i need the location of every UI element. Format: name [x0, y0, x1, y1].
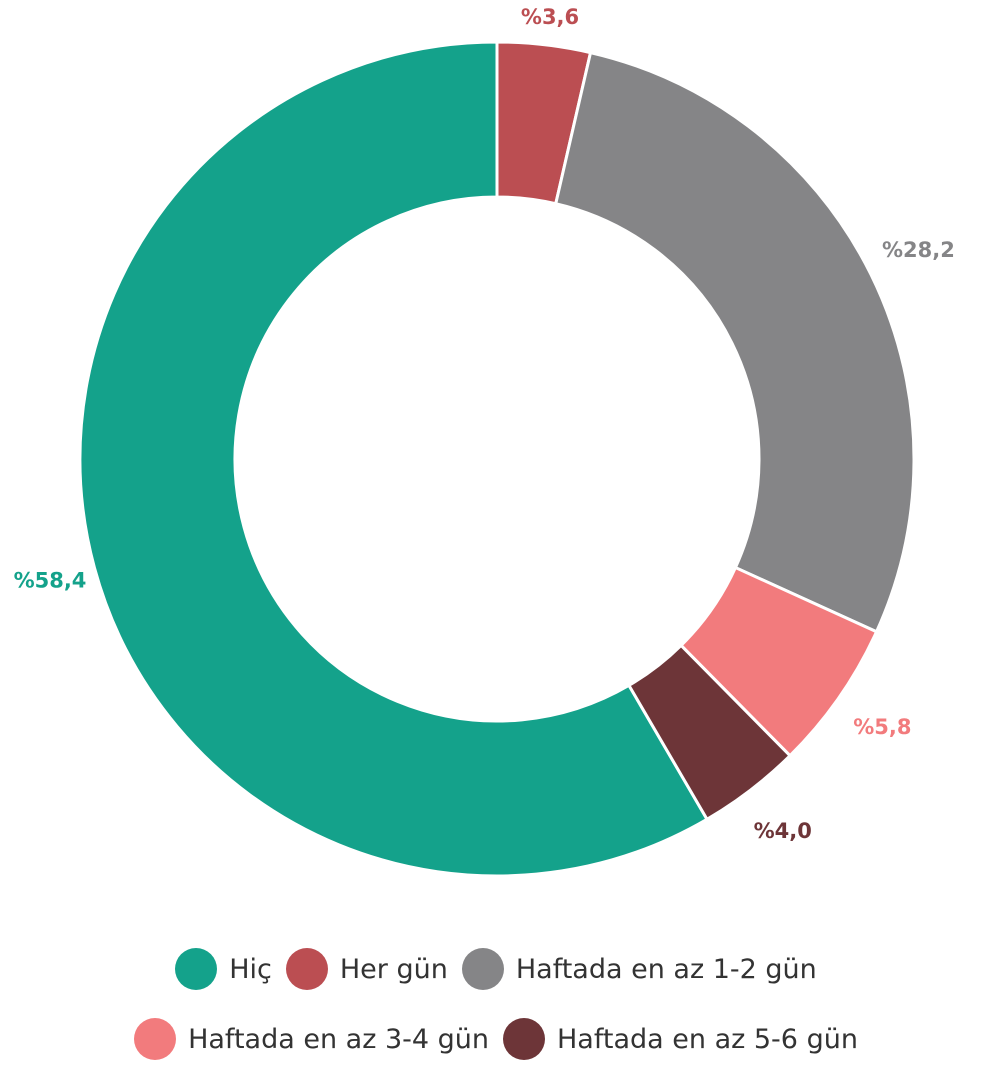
legend-marker [503, 1018, 545, 1060]
legend-label: Her gün [339, 953, 448, 985]
slice [553, 50, 916, 634]
value-label: %58,4 [14, 569, 87, 593]
legend-label: Haftada en az 3-4 gün [188, 1023, 489, 1055]
value-label: %28,2 [882, 238, 955, 262]
legend-item: Hiç [175, 944, 272, 994]
legend-item: Haftada en az 1-2 gün [461, 944, 817, 994]
legend: Hiç Her gün Haftada en az 1-2 gün Haftada e… [50, 944, 942, 1064]
chart: %58,4 %3,6 %28,2 %5,8 %4,0 [14, 5, 955, 878]
legend-label: Haftada en az 1-2 gün [515, 953, 817, 985]
slice [626, 643, 793, 822]
value-label: %5,8 [853, 715, 911, 739]
legend-label: Hiç [229, 953, 272, 985]
value-label: %3,6 [521, 5, 579, 29]
legend-item: Haftada en az 5-6 gün [503, 1014, 858, 1064]
legend-item: Haftada en az 3-4 gün [134, 1014, 489, 1064]
slice [78, 40, 710, 878]
legend-marker [175, 948, 218, 990]
legend-marker [461, 948, 504, 990]
legend-label: Haftada en az 5-6 gün [557, 1023, 858, 1055]
value-label: %4,0 [754, 819, 812, 843]
legend-marker [285, 948, 328, 990]
legend-marker [134, 1018, 177, 1060]
legend-item: Her gün [285, 944, 448, 994]
